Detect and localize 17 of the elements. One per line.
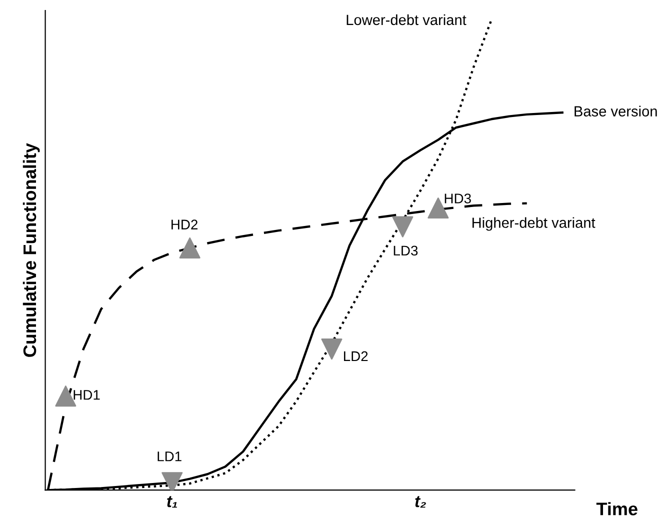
point bbox=[162, 472, 183, 490]
x-tick-label: t₁ bbox=[167, 496, 178, 508]
annotation: LD2 bbox=[344, 351, 368, 361]
annotation: HD2 bbox=[172, 220, 198, 230]
point bbox=[392, 216, 414, 238]
point bbox=[179, 237, 200, 258]
annotation: LD1 bbox=[158, 452, 182, 462]
annotation: LD3 bbox=[394, 246, 418, 256]
series-label: Higher-debt variant bbox=[472, 217, 596, 231]
annotation: HD1 bbox=[74, 390, 100, 400]
point bbox=[321, 338, 342, 360]
x-axis-title: Time bbox=[596, 502, 638, 516]
series-label: Lower-debt variant bbox=[346, 14, 466, 26]
series-label: Base version bbox=[574, 106, 657, 116]
x-tick-label: t₂ bbox=[415, 496, 426, 508]
y-axis-title: Cumulative Functionality bbox=[22, 143, 40, 357]
annotation: HD3 bbox=[444, 194, 471, 204]
